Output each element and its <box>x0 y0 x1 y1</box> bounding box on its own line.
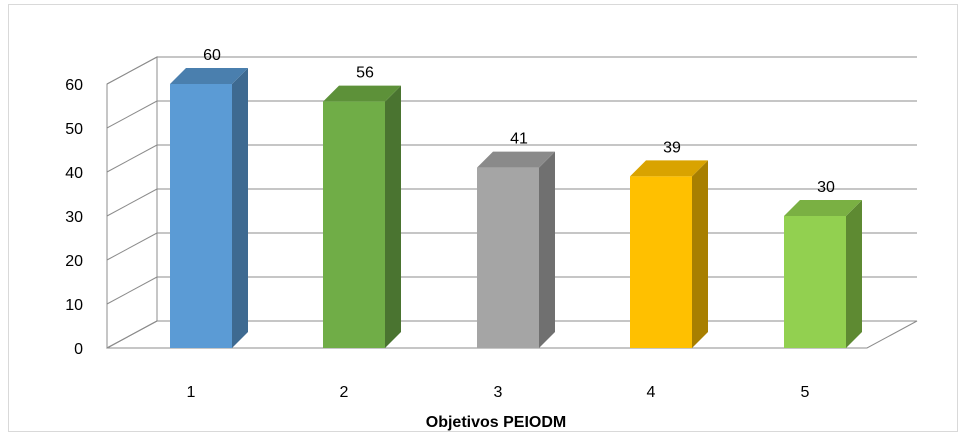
gridline-side <box>106 144 158 173</box>
gridline-side <box>106 188 158 217</box>
gridline-side <box>106 276 158 305</box>
y-tick-label: 40 <box>65 165 83 182</box>
bar-side <box>846 200 862 348</box>
y-tick-label: 50 <box>65 121 83 138</box>
gridline-side <box>106 320 158 349</box>
bar-top <box>323 85 401 102</box>
gridline-side <box>106 232 158 261</box>
bar-side <box>232 68 248 348</box>
gridline-side <box>106 56 158 85</box>
y-tick-label: 60 <box>65 77 83 94</box>
x-tick-label: 1 <box>187 384 196 401</box>
data-label: 39 <box>663 139 681 156</box>
x-axis-ticks: 1 2 3 4 5 <box>187 384 810 401</box>
y-tick-label: 30 <box>65 209 83 226</box>
data-label: 56 <box>356 65 374 82</box>
bar-top <box>630 160 708 177</box>
x-tick-label: 2 <box>340 384 349 401</box>
data-labels: 60 56 41 39 30 <box>203 47 835 196</box>
bar-top <box>170 68 248 84</box>
bar-side <box>385 85 401 348</box>
bar-top <box>784 200 862 216</box>
y-tick-label: 20 <box>65 253 83 270</box>
x-axis-title: Objetivos PEIODM <box>426 414 566 431</box>
bar <box>477 167 539 348</box>
x-tick-label: 5 <box>801 384 810 401</box>
data-label: 60 <box>203 47 221 64</box>
bar-chart: 0 10 20 30 40 50 60 60 56 41 39 30 1 2 3 4 5 Objetivos… <box>65 47 918 431</box>
bar <box>170 84 232 348</box>
bar-top <box>477 151 555 168</box>
bar-side <box>539 151 555 348</box>
x-tick-label: 4 <box>647 384 656 401</box>
bars <box>170 68 862 348</box>
data-label: 41 <box>510 131 528 148</box>
y-axis-ticks: 0 10 20 30 40 50 60 <box>65 77 83 358</box>
data-label: 30 <box>817 179 835 196</box>
chart-frame: 0 10 20 30 40 50 60 60 56 41 39 30 1 2 3 4 5 Objetivos… <box>8 4 958 432</box>
bar <box>323 101 385 348</box>
bar-side <box>692 160 708 348</box>
gridline-side <box>106 100 158 129</box>
y-tick-label: 10 <box>65 297 83 314</box>
x-tick-label: 3 <box>494 384 503 401</box>
y-tick-label: 0 <box>74 341 83 358</box>
bar <box>784 216 846 348</box>
bar <box>630 176 692 348</box>
